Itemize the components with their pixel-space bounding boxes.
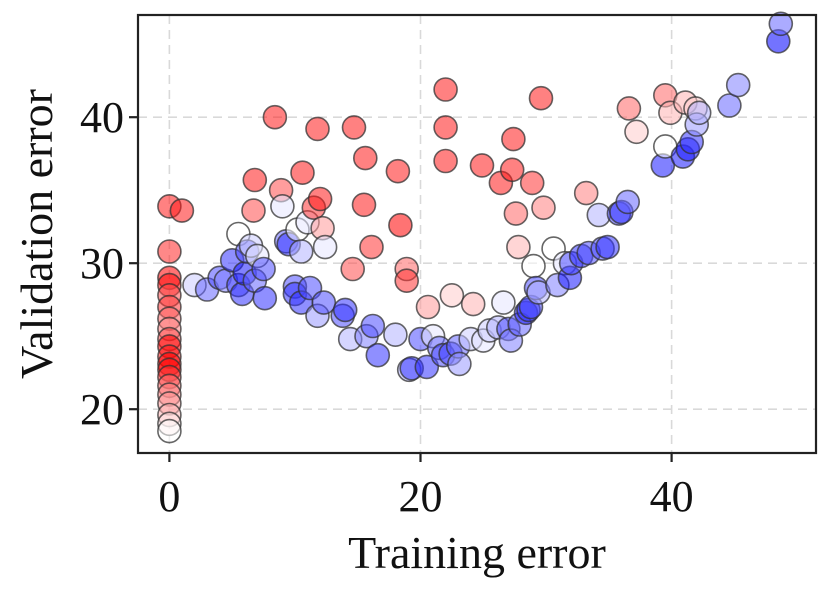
x-tick-label: 0 — [158, 472, 180, 521]
scatter-point — [262, 104, 288, 130]
scatter-point — [157, 239, 182, 264]
scatter-point — [717, 93, 742, 118]
y-tick-label: 20 — [80, 385, 124, 434]
scatter-point — [469, 153, 495, 178]
scatter-point — [307, 186, 333, 212]
scatter-point — [311, 290, 337, 315]
scatter-point — [352, 145, 378, 171]
scatter-point — [305, 116, 330, 142]
scatter-point — [624, 119, 649, 145]
scatter-point — [725, 72, 751, 98]
scatter-point — [251, 256, 276, 282]
scatter-point — [531, 195, 556, 220]
y-tick-label: 40 — [80, 93, 124, 142]
y-axis-title: Validation error — [11, 89, 62, 379]
scatter-point — [270, 194, 295, 219]
scatter-point — [686, 100, 712, 126]
scatter-point — [433, 77, 458, 102]
scatter-point — [365, 342, 391, 368]
scatter-point — [615, 189, 641, 215]
scatter-point — [394, 268, 420, 294]
scatter-point — [290, 160, 315, 185]
scatter-point — [503, 201, 529, 226]
scatter-point — [332, 297, 358, 323]
scatter-point — [491, 290, 516, 315]
scatter-point — [252, 285, 278, 311]
scatter-point — [521, 253, 546, 279]
scatter-point — [415, 294, 441, 320]
scatter-point — [341, 115, 367, 140]
scatter-point — [383, 322, 408, 348]
scatter-point — [351, 192, 377, 218]
scatter-point — [528, 85, 554, 111]
x-tick-label: 20 — [399, 472, 443, 521]
scatter-point — [312, 234, 338, 260]
scatter-point — [519, 170, 545, 196]
scatter-point — [573, 180, 599, 206]
scatter-point — [460, 291, 486, 317]
axis-ticks: 0 20 40 20 30 40 — [80, 93, 694, 521]
scatter-point — [499, 157, 525, 183]
scatter-point — [447, 351, 472, 377]
scatter-point — [439, 282, 465, 308]
scatter-point — [768, 11, 794, 37]
scatter-point — [433, 148, 458, 174]
scatter-point — [433, 115, 458, 140]
scatter-point — [595, 234, 620, 260]
scatter-point — [288, 239, 314, 264]
scatter-point — [506, 234, 531, 260]
scatter-point — [340, 256, 366, 282]
y-tick-label: 30 — [80, 239, 124, 288]
scatter-point — [359, 234, 384, 260]
scatter-point — [242, 167, 268, 193]
scatter-point — [616, 96, 642, 121]
scatter-point — [360, 313, 386, 339]
scatter-point — [388, 212, 413, 238]
scatter-point — [241, 198, 266, 223]
scatter-point — [169, 198, 195, 223]
data-points — [157, 11, 794, 444]
x-axis-title: Training error — [348, 527, 606, 578]
x-tick-label: 40 — [650, 472, 694, 521]
scatter-point — [501, 126, 526, 152]
scatter-point — [385, 158, 411, 184]
plot-frame — [136, 13, 818, 455]
scatter-point — [157, 418, 182, 444]
